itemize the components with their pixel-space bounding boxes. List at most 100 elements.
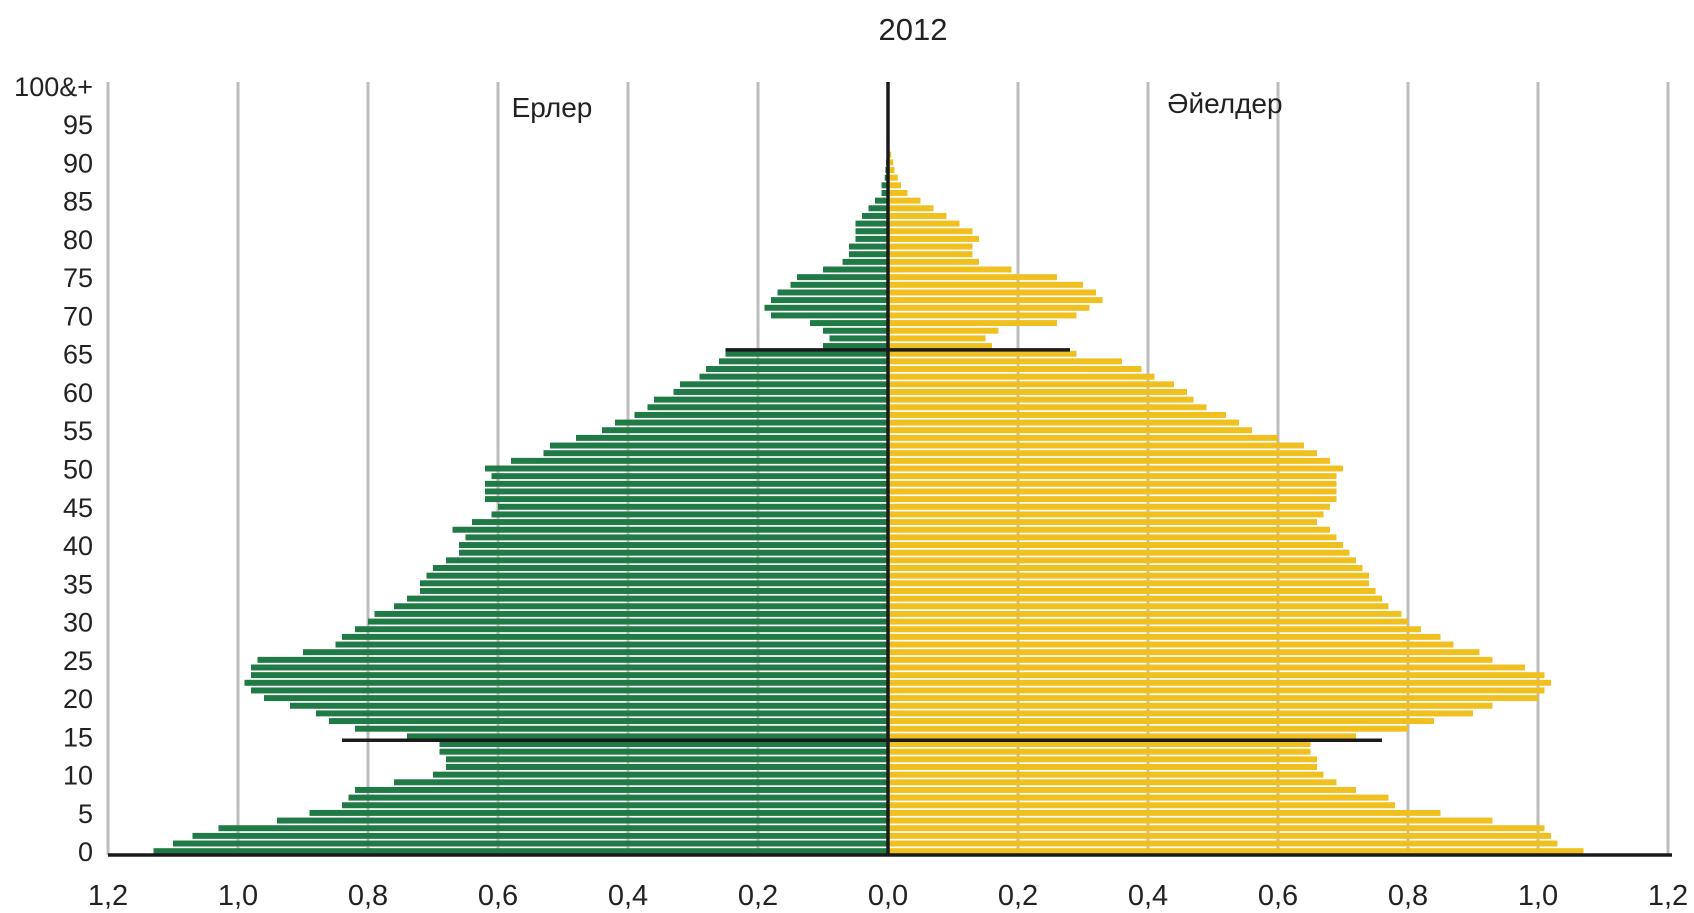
bar-women-age-73	[888, 289, 1096, 296]
bar-women-age-77	[888, 258, 979, 265]
y-tick-19: 95	[63, 110, 93, 140]
bar-men-age-18	[316, 710, 888, 717]
chart-title: 2012	[879, 12, 948, 47]
y-tick-8: 40	[63, 531, 93, 561]
bar-men-age-75	[797, 274, 888, 281]
bar-women-age-76	[888, 266, 1012, 273]
bar-women-age-42	[888, 526, 1330, 533]
bar-women-age-37	[888, 565, 1363, 571]
bar-women-age-52	[888, 450, 1317, 457]
y-tick-9: 45	[63, 493, 93, 523]
legend-label-men: Ерлер	[512, 92, 593, 123]
bar-men-age-12	[446, 756, 888, 763]
bar-women-age-20	[888, 695, 1538, 702]
bar-men-age-14	[439, 741, 888, 748]
bar-women-age-29	[888, 626, 1421, 633]
bar-women-age-6	[888, 802, 1395, 809]
bar-men-age-26	[303, 649, 888, 656]
bars	[153, 151, 1584, 855]
x-tick-12: 1,2	[1648, 880, 1688, 912]
bar-women-age-53	[888, 442, 1304, 449]
bar-men-age-20	[264, 695, 888, 702]
y-tick-11: 55	[63, 416, 93, 446]
bar-women-age-16	[888, 725, 1408, 732]
bar-men-age-68	[823, 327, 888, 334]
bar-women-age-5	[888, 809, 1441, 816]
bar-men-age-66	[823, 343, 888, 350]
bar-women-age-60	[888, 388, 1187, 395]
bar-women-age-24	[888, 664, 1525, 671]
bar-men-age-74	[790, 281, 888, 288]
y-tick-13: 65	[63, 340, 93, 370]
bar-women-age-72	[888, 297, 1103, 304]
bar-men-age-0	[153, 848, 888, 855]
bar-men-age-45	[498, 503, 888, 510]
bar-women-age-48	[888, 480, 1337, 487]
y-tick-15: 75	[63, 263, 93, 293]
y-tick-16: 80	[63, 225, 93, 255]
bar-men-age-47	[485, 488, 888, 495]
bar-men-age-81	[855, 228, 888, 235]
bar-men-age-41	[465, 534, 888, 541]
bar-women-age-68	[888, 327, 999, 334]
bar-men-age-38	[446, 557, 888, 564]
bar-men-age-87	[881, 182, 888, 189]
bar-women-age-56	[888, 419, 1239, 426]
bar-women-age-88	[888, 174, 898, 181]
bar-women-age-11	[888, 764, 1317, 770]
bar-men-age-77	[842, 258, 888, 265]
bar-men-age-86	[881, 189, 888, 196]
bar-women-age-70	[888, 312, 1077, 319]
y-tick-1: 5	[78, 799, 93, 829]
bar-women-age-65	[888, 350, 1077, 357]
bar-women-age-31	[888, 610, 1402, 617]
bar-men-age-85	[875, 197, 888, 204]
bar-men-age-60	[673, 388, 888, 395]
bar-men-age-1	[173, 840, 888, 847]
bar-men-age-73	[777, 289, 888, 296]
bar-men-age-70	[771, 312, 888, 319]
reference-lines	[342, 348, 1382, 742]
bar-women-age-18	[888, 710, 1473, 717]
bar-men-age-72	[771, 297, 888, 304]
bar-women-age-66	[888, 343, 992, 350]
bar-women-age-78	[888, 251, 973, 258]
bar-women-age-7	[888, 794, 1389, 801]
bar-women-age-43	[888, 519, 1317, 526]
bar-women-age-32	[888, 603, 1389, 610]
bar-women-age-50	[888, 465, 1343, 472]
bar-women-age-27	[888, 641, 1454, 648]
bar-women-age-36	[888, 572, 1369, 579]
y-tick-labels: 0 5 10 15 20 25 30 35 40 45 50 55 60 65 70 75 80 85 90 95 10…	[14, 72, 93, 867]
bar-men-age-35	[420, 580, 888, 587]
bar-men-age-13	[439, 748, 888, 755]
bar-women-age-9	[888, 779, 1337, 786]
bar-women-age-57	[888, 411, 1226, 418]
bar-women-age-44	[888, 511, 1324, 518]
bar-women-age-17	[888, 718, 1434, 725]
bar-men-age-11	[446, 764, 888, 770]
bar-women-age-62	[888, 373, 1155, 380]
bar-men-age-76	[823, 266, 888, 273]
x-tick-labels: 1,2 1,0 0,8 0,6 0,4 0,2 0,0 0,2 0,4 0,6 0,8 1,0 1,2	[88, 880, 1688, 912]
x-tick-0: 1,2	[88, 880, 128, 912]
y-tick-18: 90	[63, 148, 93, 178]
bar-women-age-67	[888, 335, 986, 342]
bar-women-age-58	[888, 404, 1207, 411]
bar-women-age-39	[888, 549, 1350, 556]
bar-women-age-69	[888, 320, 1057, 327]
bar-women-age-47	[888, 488, 1337, 495]
x-tick-4: 0,4	[608, 880, 648, 912]
y-tick-12: 60	[63, 378, 93, 408]
bar-men-age-57	[634, 411, 888, 418]
bar-men-age-37	[433, 565, 888, 571]
bar-women-age-49	[888, 473, 1337, 480]
bar-men-age-25	[257, 656, 888, 663]
bar-women-age-4	[888, 817, 1493, 824]
bar-women-age-82	[888, 220, 960, 227]
bar-men-age-52	[543, 450, 888, 457]
bar-men-age-61	[680, 381, 888, 388]
bar-men-age-19	[290, 702, 888, 709]
bar-men-age-55	[602, 427, 888, 434]
